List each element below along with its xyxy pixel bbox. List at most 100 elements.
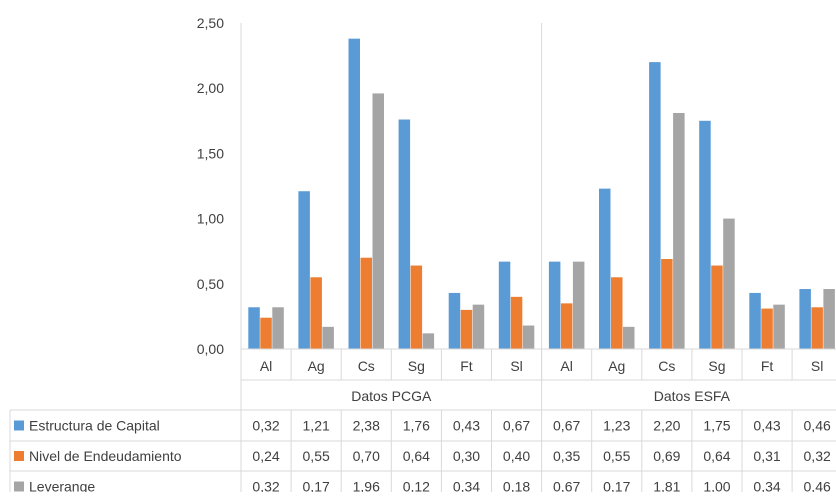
bar [661, 259, 673, 349]
bar [673, 112, 685, 349]
data-table-value: 0,30 [453, 448, 480, 464]
bar [699, 120, 711, 349]
bar [310, 277, 322, 349]
data-table-value: 0,43 [753, 418, 780, 434]
data-table-value: 0,32 [804, 448, 831, 464]
bar [711, 265, 723, 349]
data-table-value: 0,34 [753, 479, 780, 493]
bar [498, 261, 511, 349]
x-category-label: Al [260, 358, 272, 374]
legend-key [14, 481, 24, 492]
x-category-label: Sl [811, 358, 823, 374]
bar [472, 304, 485, 349]
data-table-value: 0,55 [603, 448, 630, 464]
bar [360, 257, 372, 349]
data-table-value: 2,38 [353, 418, 380, 434]
data-table-value: 1,23 [603, 418, 630, 434]
x-group-label: Datos PCGA [351, 388, 432, 404]
x-category-label: Sg [408, 358, 425, 374]
bar [811, 307, 823, 349]
data-table-value: 1,76 [403, 418, 430, 434]
bar [773, 304, 785, 349]
data-table-value: 0,17 [603, 479, 630, 493]
bar [260, 317, 272, 349]
bar [448, 292, 461, 349]
data-table-value: 0,40 [503, 448, 530, 464]
bar [410, 265, 423, 349]
data-table-value: 0,31 [753, 448, 780, 464]
bar [560, 303, 573, 349]
bar [649, 62, 661, 350]
data-table-value: 0,32 [252, 418, 279, 434]
bar [510, 296, 523, 349]
data-table-value: 0,55 [303, 448, 330, 464]
y-tick-label: 0,00 [197, 341, 224, 357]
data-table-value: 0,34 [453, 479, 480, 493]
bar [322, 326, 334, 349]
bar [522, 325, 535, 349]
data-table-value: 0,17 [303, 479, 330, 493]
bar [572, 261, 585, 349]
bar [761, 308, 773, 349]
data-table-value: 0,70 [353, 448, 380, 464]
x-category-label: Al [560, 358, 572, 374]
x-category-label: Ft [460, 358, 473, 374]
bar [599, 188, 611, 349]
data-table-value: 0,64 [403, 448, 430, 464]
x-group-label: Datos ESFA [654, 388, 731, 404]
data-table-value: 0,12 [403, 479, 430, 493]
y-tick-label: 1,50 [197, 145, 224, 161]
y-tick-label: 2,00 [197, 80, 224, 96]
bar [723, 218, 735, 349]
x-category-label: Sg [708, 358, 725, 374]
bar [548, 261, 561, 349]
data-table-value: 0,67 [503, 418, 530, 434]
x-category-label: Cs [358, 358, 375, 374]
bar [749, 292, 761, 349]
legend-label: Leverange [29, 479, 95, 493]
x-category-label: Ag [608, 358, 625, 374]
bar [298, 191, 310, 349]
data-table-value: 0,43 [453, 418, 480, 434]
legend-key [14, 451, 24, 461]
data-table-value: 0,64 [703, 448, 730, 464]
legend-key [14, 420, 24, 431]
y-tick-label: 0,50 [197, 276, 224, 292]
x-category-label: Ft [761, 358, 774, 374]
data-table-value: 0,18 [503, 479, 530, 493]
data-table-value: 1,21 [303, 418, 330, 434]
data-table-value: 0,67 [553, 479, 580, 493]
data-table-value: 0,35 [553, 448, 580, 464]
data-table-value: 1,81 [653, 479, 680, 493]
data-table-value: 0,67 [553, 418, 580, 434]
bar [272, 307, 284, 349]
legend-label: Nivel de Endeudamiento [29, 448, 182, 464]
bar [422, 333, 435, 349]
data-table-value: 0,24 [252, 448, 279, 464]
data-table-value: 1,96 [353, 479, 380, 493]
data-table-value: 1,75 [703, 418, 730, 434]
bar [623, 326, 635, 349]
data-table-value: 0,46 [804, 418, 831, 434]
bar [372, 93, 384, 349]
bar [348, 38, 360, 350]
legend-label: Estructura de Capital [29, 418, 160, 434]
x-category-label: Ag [308, 358, 325, 374]
y-tick-label: 2,50 [197, 15, 224, 31]
bar [398, 119, 411, 349]
data-table-value: 1,00 [703, 479, 730, 493]
data-table-value: 0,46 [804, 479, 831, 493]
bar [823, 289, 835, 349]
x-category-label: Cs [658, 358, 675, 374]
data-table-value: 0,32 [252, 479, 279, 493]
y-tick-label: 1,00 [197, 211, 224, 227]
data-table-value: 0,69 [653, 448, 680, 464]
bar [799, 289, 811, 349]
bar [460, 309, 473, 349]
bar [611, 277, 623, 349]
x-category-label: Sl [510, 358, 522, 374]
bar [248, 307, 260, 349]
data-table-value: 2,20 [653, 418, 680, 434]
